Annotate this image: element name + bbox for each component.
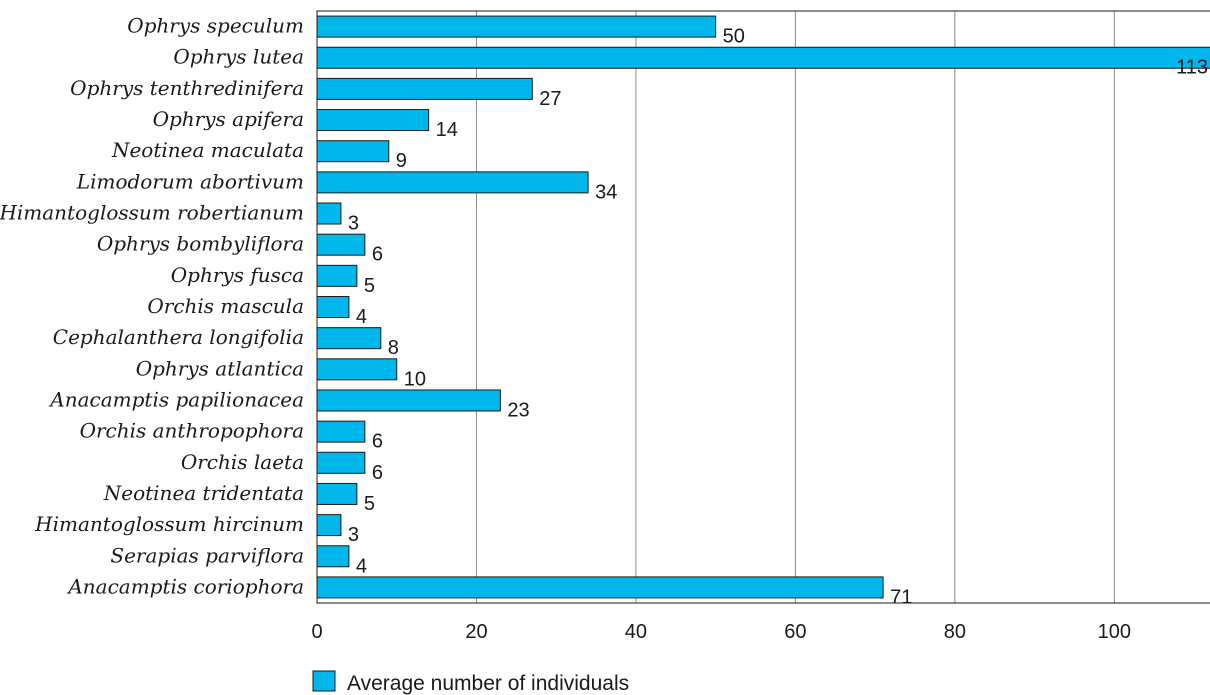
bar — [316, 389, 501, 412]
category-label: Orchis laeta — [181, 450, 304, 474]
value-label: 4 — [356, 555, 367, 577]
bar — [316, 451, 366, 474]
bar — [316, 202, 342, 225]
bar — [316, 358, 398, 381]
bar — [316, 77, 533, 100]
category-label: Orchis anthropophora — [80, 419, 304, 443]
value-label: 27 — [539, 88, 561, 110]
category-label: Ophrys lutea — [173, 45, 304, 69]
category-label: Himantoglossum hircinum — [34, 512, 304, 536]
value-label: 9 — [396, 150, 407, 172]
category-label: Neotinea maculata — [111, 138, 304, 162]
x-tick-label: 40 — [625, 621, 647, 643]
value-label: 6 — [372, 462, 383, 484]
category-label: Ophrys tenthredinifera — [70, 76, 304, 100]
category-label: Ophrys apifera — [153, 107, 304, 131]
value-label: 34 — [595, 181, 617, 203]
value-label: 5 — [364, 493, 375, 515]
value-label: 6 — [372, 431, 383, 453]
x-tick-label: 60 — [784, 621, 806, 643]
plot-frame — [316, 10, 1210, 604]
value-label: 71 — [890, 586, 912, 608]
value-label: 6 — [372, 244, 383, 266]
value-label: 113 — [1176, 57, 1208, 79]
bar — [316, 514, 342, 537]
bars — [316, 15, 1210, 599]
bar — [316, 296, 350, 318]
bar — [316, 482, 358, 505]
value-label: 3 — [348, 524, 359, 546]
x-tick-label: 20 — [465, 621, 487, 643]
bar — [316, 233, 366, 256]
category-label: Ophrys fusca — [171, 263, 304, 287]
grid-lines — [475, 11, 1115, 603]
category-label: Anacamptis coriophora — [66, 574, 304, 598]
bar — [316, 15, 717, 38]
bar — [316, 140, 390, 163]
bar — [316, 420, 366, 443]
legend-swatch — [312, 670, 336, 692]
category-label: Neotinea tridentata — [103, 481, 304, 505]
category-label: Ophrys atlantica — [136, 356, 304, 380]
bar — [316, 109, 430, 132]
bar — [316, 545, 350, 568]
value-label: 14 — [436, 119, 458, 141]
category-label: Serapias parviflora — [110, 543, 304, 567]
legend-label: Average number of individuals — [347, 672, 629, 695]
value-label: 23 — [507, 399, 529, 421]
x-tick-label: 100 — [1098, 621, 1131, 643]
category-labels: Ophrys speculum Ophrys lutea Ophrys tenthr… — [0, 14, 304, 599]
x-tick-label: 0 — [311, 621, 322, 643]
category-label: Ophrys speculum — [127, 14, 304, 38]
x-tick-label: 80 — [944, 621, 966, 643]
category-label: Cephalanthera longifolia — [53, 325, 304, 349]
x-axis-ticks: 0 20 40 60 80 100 — [311, 621, 1131, 643]
value-label: 4 — [356, 306, 367, 328]
category-label: Ophrys bombyliflora — [97, 232, 304, 256]
value-label: 3 — [348, 213, 359, 235]
bar — [316, 171, 589, 194]
category-label: Orchis mascula — [147, 294, 304, 318]
value-label: 8 — [388, 337, 399, 359]
bar — [316, 46, 1210, 69]
category-label: Limodorum abortivum — [76, 169, 304, 193]
value-label: 5 — [364, 275, 375, 297]
bar — [316, 264, 358, 287]
value-label: 10 — [404, 368, 426, 390]
category-label: Himantoglossum robertianum — [0, 201, 304, 225]
bar — [316, 327, 382, 350]
bar — [316, 576, 884, 599]
category-label: Anacamptis papilionacea — [48, 387, 304, 411]
value-label: 50 — [723, 26, 745, 48]
legend: Average number of individuals — [312, 670, 629, 695]
